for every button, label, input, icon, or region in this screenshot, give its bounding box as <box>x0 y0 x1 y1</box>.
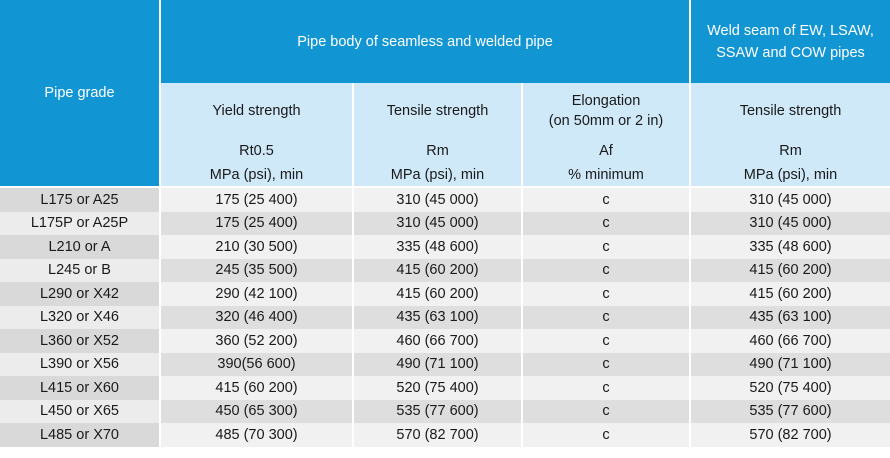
yield-strength-cell: 360 (52 200) <box>160 329 354 353</box>
weld-tensile-strength-cell: 310 (45 000) <box>690 211 890 235</box>
tensile-strength-cell: 415 (60 200) <box>353 282 523 306</box>
weld-tensile-strength-cell: 310 (45 000) <box>690 188 890 212</box>
pipe-grade-cell: L485 or X70 <box>0 423 161 447</box>
elongation-cell: c <box>522 399 691 423</box>
yield-strength-cell: 320 (46 400) <box>160 305 354 329</box>
table-row: L415 or X60 415 (60 200) 520 (75 400) c 520 … <box>0 376 890 400</box>
elongation-cell: c <box>522 211 691 235</box>
tensile-strength-cell: 415 (60 200) <box>353 258 523 282</box>
elongation-unit: % minimum <box>522 163 691 186</box>
tensile-strength-cell: 460 (66 700) <box>353 329 523 353</box>
pipe-grade-cell: L320 or X46 <box>0 305 161 329</box>
tensile-strength-cell: 490 (71 100) <box>353 352 523 376</box>
weld-seam-header: Weld seam of EW, LSAW, SSAW and COW pipe… <box>690 0 890 83</box>
weld-tensile-strength-cell: 415 (60 200) <box>690 258 890 282</box>
pipe-grade-table: Pipe grade Pipe body of seamless and wel… <box>0 0 890 447</box>
elongation-cell: c <box>522 305 691 329</box>
weld-tensile-symbol: Rm <box>690 139 890 163</box>
table-row: L485 or X70 485 (70 300) 570 (82 700) c 570 … <box>0 423 890 447</box>
pipe-grade-cell: L175P or A25P <box>0 211 161 235</box>
table-header: Pipe grade Pipe body of seamless and wel… <box>0 0 890 186</box>
pipe-grade-cell: L360 or X52 <box>0 329 161 353</box>
elongation-cell: c <box>522 352 691 376</box>
table-row: L175P or A25P 175 (25 400) 310 (45 000) c 31… <box>0 211 890 235</box>
yield-strength-cell: 390(56 600) <box>160 352 354 376</box>
yield-strength-cell: 485 (70 300) <box>160 423 354 447</box>
pipe-grade-cell: L390 or X56 <box>0 352 161 376</box>
yield-strength-cell: 175 (25 400) <box>160 211 354 235</box>
yield-strength-cell: 415 (60 200) <box>160 376 354 400</box>
yield-strength-cell: 290 (42 100) <box>160 282 354 306</box>
weld-tensile-strength-cell: 415 (60 200) <box>690 282 890 306</box>
weld-tensile-strength-cell: 435 (63 100) <box>690 305 890 329</box>
weld-tensile-strength-header: Tensile strength <box>690 83 890 139</box>
pipe-grade-cell: L415 or X60 <box>0 376 161 400</box>
tensile-unit: MPa (psi), min <box>353 163 523 186</box>
weld-tensile-strength-cell: 570 (82 700) <box>690 423 890 447</box>
table-row: L290 or X42 290 (42 100) 415 (60 200) c 415 … <box>0 282 890 306</box>
yield-strength-cell: 450 (65 300) <box>160 399 354 423</box>
weld-tensile-strength-cell: 335 (48 600) <box>690 235 890 259</box>
pipe-grade-cell: L245 or B <box>0 258 161 282</box>
yield-strength-cell: 210 (30 500) <box>160 235 354 259</box>
elongation-cell: c <box>522 188 691 212</box>
elongation-cell: c <box>522 282 691 306</box>
pipe-body-header: Pipe body of seamless and welded pipe <box>160 0 691 83</box>
elongation-header: Elongation (on 50mm or 2 in) <box>522 83 691 139</box>
tensile-strength-cell: 310 (45 000) <box>353 211 523 235</box>
table-row: L175 or A25 175 (25 400) 310 (45 000) c 310 … <box>0 188 890 212</box>
pipe-grade-cell: L210 or A <box>0 235 161 259</box>
elongation-cell: c <box>522 376 691 400</box>
table-row: L450 or X65 450 (65 300) 535 (77 600) c 535 … <box>0 399 890 423</box>
yield-strength-header: Yield strength <box>160 83 354 139</box>
tensile-symbol: Rm <box>353 139 523 163</box>
yield-symbol: Rt0.5 <box>160 139 354 163</box>
tensile-strength-cell: 520 (75 400) <box>353 376 523 400</box>
tensile-strength-header: Tensile strength <box>353 83 523 139</box>
weld-tensile-unit: MPa (psi), min <box>690 163 890 186</box>
tensile-strength-cell: 435 (63 100) <box>353 305 523 329</box>
table-body: L175 or A25 175 (25 400) 310 (45 000) c 310 … <box>0 186 890 447</box>
pipe-grade-cell: L175 or A25 <box>0 188 161 212</box>
elongation-cell: c <box>522 235 691 259</box>
yield-unit: MPa (psi), min <box>160 163 354 186</box>
weld-tensile-strength-cell: 460 (66 700) <box>690 329 890 353</box>
table-row: L390 or X56 390(56 600) 490 (71 100) c 490 (… <box>0 352 890 376</box>
tensile-strength-cell: 335 (48 600) <box>353 235 523 259</box>
elongation-cell: c <box>522 258 691 282</box>
pipe-grade-header: Pipe grade <box>0 0 161 186</box>
table-row: L210 or A 210 (30 500) 335 (48 600) c 335 (4… <box>0 235 890 259</box>
table-row: L360 or X52 360 (52 200) 460 (66 700) c 460 … <box>0 329 890 353</box>
tensile-strength-cell: 570 (82 700) <box>353 423 523 447</box>
yield-strength-cell: 245 (35 500) <box>160 258 354 282</box>
yield-strength-cell: 175 (25 400) <box>160 188 354 212</box>
tensile-strength-cell: 535 (77 600) <box>353 399 523 423</box>
elongation-cell: c <box>522 329 691 353</box>
table-row: L320 or X46 320 (46 400) 435 (63 100) c 435 … <box>0 305 890 329</box>
table-row: L245 or B 245 (35 500) 415 (60 200) c 415 (6… <box>0 258 890 282</box>
pipe-grade-cell: L450 or X65 <box>0 399 161 423</box>
elongation-symbol: Af <box>522 139 691 163</box>
weld-tensile-strength-cell: 535 (77 600) <box>690 399 890 423</box>
weld-tensile-strength-cell: 520 (75 400) <box>690 376 890 400</box>
weld-tensile-strength-cell: 490 (71 100) <box>690 352 890 376</box>
tensile-strength-cell: 310 (45 000) <box>353 188 523 212</box>
elongation-cell: c <box>522 423 691 447</box>
pipe-grade-cell: L290 or X42 <box>0 282 161 306</box>
